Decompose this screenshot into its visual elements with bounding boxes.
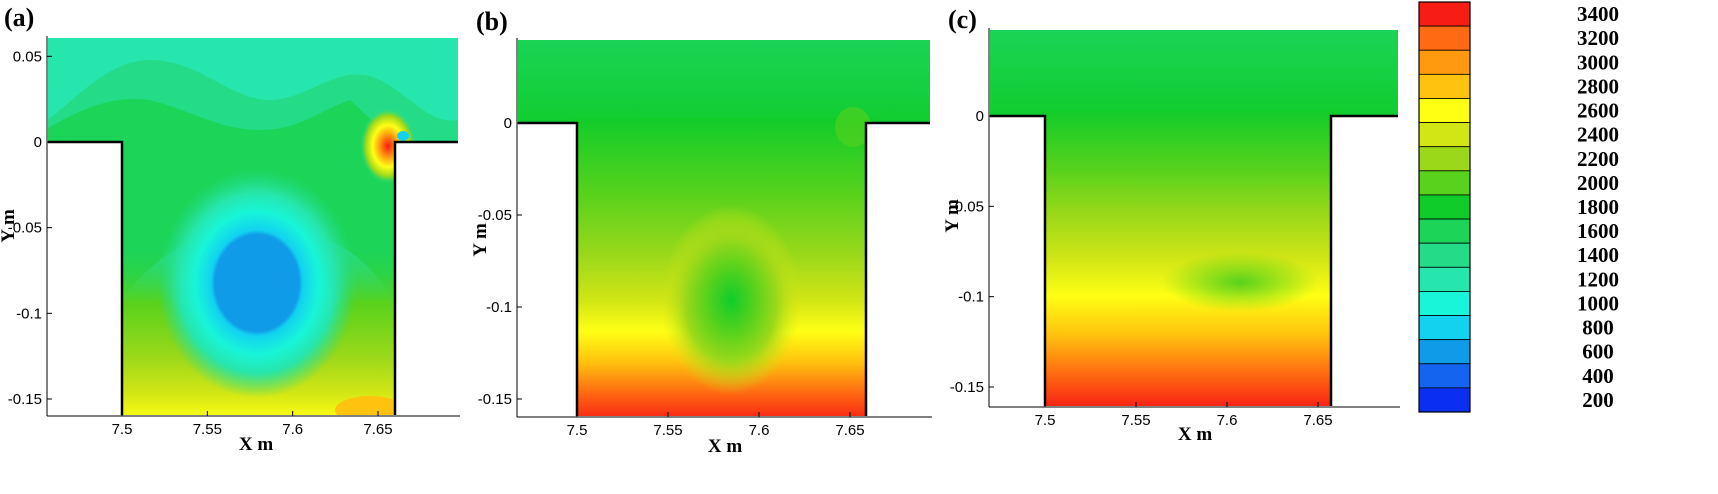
y-tick-label: -0.05 [950,198,984,215]
x-tick-label: 7.55 [653,422,682,439]
y-tick-label: 0 [34,134,42,151]
x-tick-label: 7.5 [112,421,133,438]
y-tick-label: -0.05 [8,220,42,237]
panel-c-ylabel: Y m [942,199,963,233]
y-tick-label: -0.1 [16,305,42,322]
y-tick-label: -0.15 [8,391,42,408]
x-tick-label: 7.6 [749,422,770,439]
panel-b-axes [516,38,932,418]
x-tick-label: 7.65 [1303,412,1332,429]
y-tick-label: -0.05 [478,207,512,224]
y-tick-label: -0.15 [478,391,512,408]
legend-label: 1000 [1577,291,1619,315]
legend-label: 2000 [1577,171,1619,195]
legend-swatch [1418,98,1471,123]
legend-swatch [1418,315,1471,341]
panel-a-axes [46,36,460,417]
legend-label: 3200 [1577,26,1619,50]
x-tick-label: 7.55 [193,421,222,438]
x-tick-label: 7.65 [835,422,864,439]
y-tick-label: -0.1 [486,299,512,316]
panel-a-cavity-wall [48,140,458,415]
color-legend: 3400320030002800260024002200200018001600… [1418,1,1619,413]
legend-swatch [1418,218,1471,244]
legend-label: 1600 [1577,219,1619,243]
x-tick-label: 7.6 [1217,412,1238,429]
legend-swatch [1418,194,1471,220]
legend-label: 1800 [1577,195,1619,219]
panel-b-label: (b) [476,7,508,36]
legend-swatch [1418,170,1471,196]
y-tick-label: 0 [976,108,984,125]
panel-b-cavity-wall [518,121,930,416]
legend-label: 400 [1582,364,1614,388]
x-tick-label: 7.65 [363,421,392,438]
y-tick-label: 0 [504,115,512,132]
legend-swatch [1418,25,1471,51]
panel-b-ylabel: Y m [470,223,491,257]
panel-c: 7.5 7.55 7.6 7.65 0 -0.05 -0.1 -0.15 (c) X m Y … [942,5,1400,445]
legend-label: 600 [1582,340,1614,364]
panel-c-contour-field [990,30,1398,406]
legend-label: 3000 [1577,50,1619,74]
legend-label: 800 [1582,316,1614,340]
legend-label: 1200 [1577,267,1619,291]
legend-label: 200 [1582,388,1614,412]
legend-swatch [1418,73,1471,99]
x-tick-label: 7.5 [1035,412,1056,429]
x-tick-label: 7.5 [567,422,588,439]
legend-frame [1418,1,1471,413]
legend-swatch [1418,363,1471,389]
panel-c-cavity-wall [990,114,1398,406]
panel-b: 7.5 7.55 7.6 7.65 0 -0.05 -0.1 -0.15 (b) X m Y … [470,7,932,457]
legend-label: 2400 [1577,123,1619,147]
panel-a: 7.5 7.55 7.6 7.65 0.05 0 -0.05 -0.1 -0.15 (a) X … [0,3,460,455]
legend-swatch [1418,242,1471,268]
panel-b-ticks: 7.5 7.55 7.6 7.65 0 -0.05 -0.1 -0.15 [478,115,865,439]
legend-label: 2800 [1577,74,1619,98]
panel-b-contour-field [518,40,930,416]
x-tick-label: 7.6 [282,421,303,438]
legend-swatch [1418,122,1471,148]
panel-c-xlabel: X m [1178,424,1212,445]
legend-swatch [1418,291,1471,316]
legend-label: 2600 [1577,99,1619,123]
x-tick-label: 7.55 [1121,412,1150,429]
legend-swatch [1418,266,1471,292]
legend-label: 1400 [1577,243,1619,267]
panel-b-xlabel: X m [708,436,742,457]
legend-swatch [1418,339,1471,365]
panel-a-xlabel: X m [239,434,273,455]
panel-c-label: (c) [948,5,977,34]
legend-swatch [1418,387,1471,413]
panel-c-ticks: 7.5 7.55 7.6 7.65 0 -0.05 -0.1 -0.15 [950,108,1333,429]
y-tick-label: -0.15 [950,379,984,396]
panel-a-ylabel: Y m [0,209,19,243]
y-tick-label: -0.1 [958,289,984,306]
panel-a-ticks: 7.5 7.55 7.6 7.65 0.05 0 -0.05 -0.1 -0.15 [8,48,393,438]
legend-swatch [1418,49,1471,75]
panel-c-axes [988,28,1400,408]
legend-swatch [1418,1,1471,27]
legend-label: 2200 [1577,147,1619,171]
panel-a-contour-field [48,38,458,415]
panel-a-label: (a) [4,3,34,32]
legend-label: 3400 [1577,2,1619,26]
y-tick-label: 0.05 [13,48,42,65]
legend-swatch [1418,146,1471,172]
